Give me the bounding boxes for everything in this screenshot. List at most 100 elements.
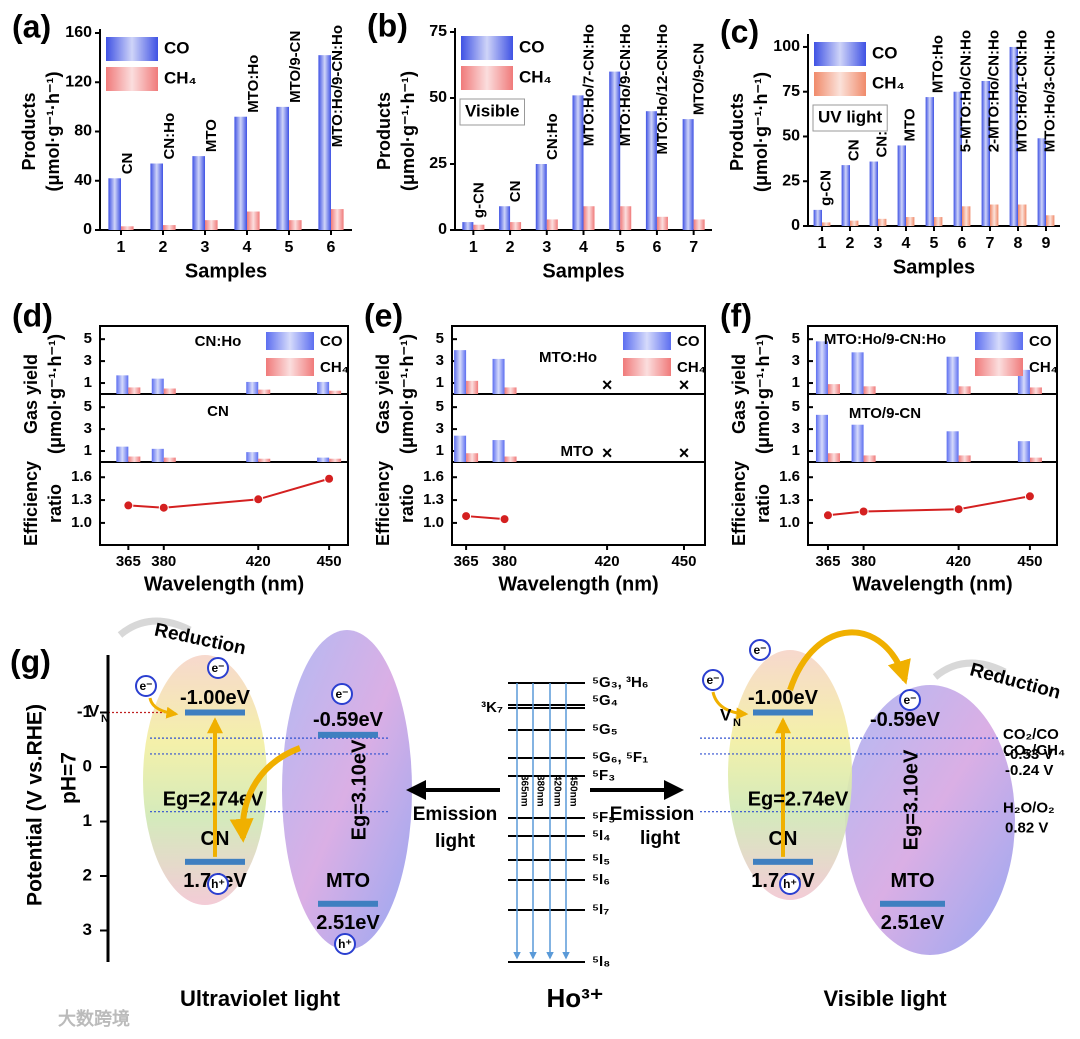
bar (546, 219, 558, 230)
y-tick-label: 1.0 (779, 514, 800, 531)
y-tick-label: 0 (83, 221, 92, 238)
bar (1009, 46, 1018, 227)
electron (899, 689, 921, 711)
subplot-label: MTO (560, 443, 593, 460)
x-tick-label: 6 (327, 239, 336, 256)
y-tick-label: 5 (84, 330, 92, 347)
legend-swatch (461, 66, 513, 90)
y-axis-label: (μmol·g⁻¹·h⁻¹) (397, 334, 417, 454)
wavelength-label: 365nm (518, 775, 529, 807)
potential-tick-label: -1 (77, 702, 92, 721)
bar (946, 431, 959, 462)
sample-label: CN:Ho (161, 113, 178, 160)
sample-label: MTO:Ho (245, 55, 262, 113)
y-axis-label: ratio (397, 484, 417, 523)
bar (693, 219, 705, 230)
ratio-point (123, 500, 134, 511)
bar (609, 71, 621, 230)
bar (318, 55, 331, 230)
bar (535, 164, 547, 230)
band-label: -1.00eV (748, 687, 819, 709)
legend-swatch (975, 358, 1023, 376)
conduction-band (185, 709, 245, 716)
subplot-label: CN:Ho (195, 333, 242, 350)
y-tick-label: 75 (429, 23, 447, 40)
ratio-point (499, 514, 510, 525)
electron (702, 669, 724, 691)
bar (1029, 387, 1042, 394)
y-tick-label: 3 (792, 420, 800, 437)
redox-couple: CO₂/CH₄ (1003, 742, 1065, 759)
sample-label: MTO:Ho/3-CN:Ho (1042, 30, 1059, 152)
panel-label: (a) (12, 8, 51, 44)
hole (779, 873, 801, 895)
bar (454, 435, 467, 462)
legend-label: CO (519, 37, 545, 56)
sample-label: CN (507, 181, 524, 203)
potential-tick-label: 2 (83, 865, 92, 884)
emission-label: Emission (610, 804, 694, 825)
level-label: ⁵I₄ (592, 827, 610, 844)
y-tick-label: 75 (782, 83, 800, 100)
bar (583, 206, 595, 230)
valence-band (880, 900, 945, 907)
bar (841, 165, 850, 226)
bar (466, 453, 479, 462)
y-tick-label: 1.6 (423, 468, 444, 485)
legend-label: CH₄ (872, 73, 905, 92)
subplot-label: MTO:Ho/9-CN:Ho (824, 331, 946, 348)
y-tick-label: 3 (84, 420, 92, 437)
y-tick-label: 5 (436, 398, 444, 415)
ratio-point (1024, 491, 1035, 502)
bar (116, 375, 129, 394)
y-tick-label: 120 (65, 73, 92, 90)
electron-label: e⁻ (706, 673, 719, 687)
legend-label: CH₄ (320, 359, 349, 376)
sample-label: 2-MTO:Ho/CN:Ho (986, 30, 1003, 152)
material-label: MTO (326, 870, 370, 892)
bar (258, 458, 271, 462)
sample-label: MTO:Ho/7-CN:Ho (581, 24, 598, 146)
x-tick-label: 2 (506, 239, 515, 256)
legend-label: CH₄ (1029, 359, 1058, 376)
sample-label: MTO/9-CN (691, 43, 708, 115)
x-tick-label: 4 (579, 239, 588, 256)
bar (492, 440, 505, 462)
level-label: ⁵I₅ (592, 851, 610, 868)
redox-potential: -0.53 V (1005, 746, 1053, 763)
sample-label: MTO (203, 119, 220, 152)
y-tick-label: 1.0 (423, 514, 444, 531)
band-gap: Eg=3.10eV (900, 749, 922, 850)
band-gap: Eg=3.10eV (348, 739, 370, 840)
panel-title: Visible light (823, 986, 947, 1011)
panel-label: (d) (12, 297, 53, 333)
bar (128, 387, 141, 394)
y-tick-label: 25 (429, 155, 447, 172)
ion-label: Ho³⁺ (546, 983, 603, 1013)
bar (851, 352, 864, 394)
panel-label: (b) (367, 7, 408, 43)
redox-couple: H₂O/O₂ (1003, 800, 1055, 817)
ratio-point (158, 502, 169, 513)
x-axis-label: Samples (893, 256, 975, 278)
electron-label: e⁻ (753, 643, 766, 657)
x-tick-label: 380 (151, 553, 176, 570)
x-axis-label: Samples (185, 260, 267, 282)
bar (499, 206, 511, 230)
y-axis-label: ratio (45, 484, 65, 523)
panel-title: Ultraviolet light (180, 986, 341, 1011)
bar (163, 225, 176, 230)
redox-potential: 0.82 V (1005, 820, 1048, 837)
y-tick-label: 1 (792, 374, 800, 391)
level-label: ⁵G₄ (592, 692, 618, 709)
y-tick-label: 1 (436, 442, 444, 459)
legend-swatch (814, 42, 866, 66)
x-axis-label: Wavelength (nm) (144, 573, 304, 595)
band-label: -0.59eV (313, 709, 384, 731)
plot-frame (451, 325, 706, 546)
y-tick-label: 25 (782, 172, 800, 189)
bar (1017, 369, 1030, 394)
vacancy-label: V (88, 701, 100, 720)
bar (990, 204, 999, 226)
